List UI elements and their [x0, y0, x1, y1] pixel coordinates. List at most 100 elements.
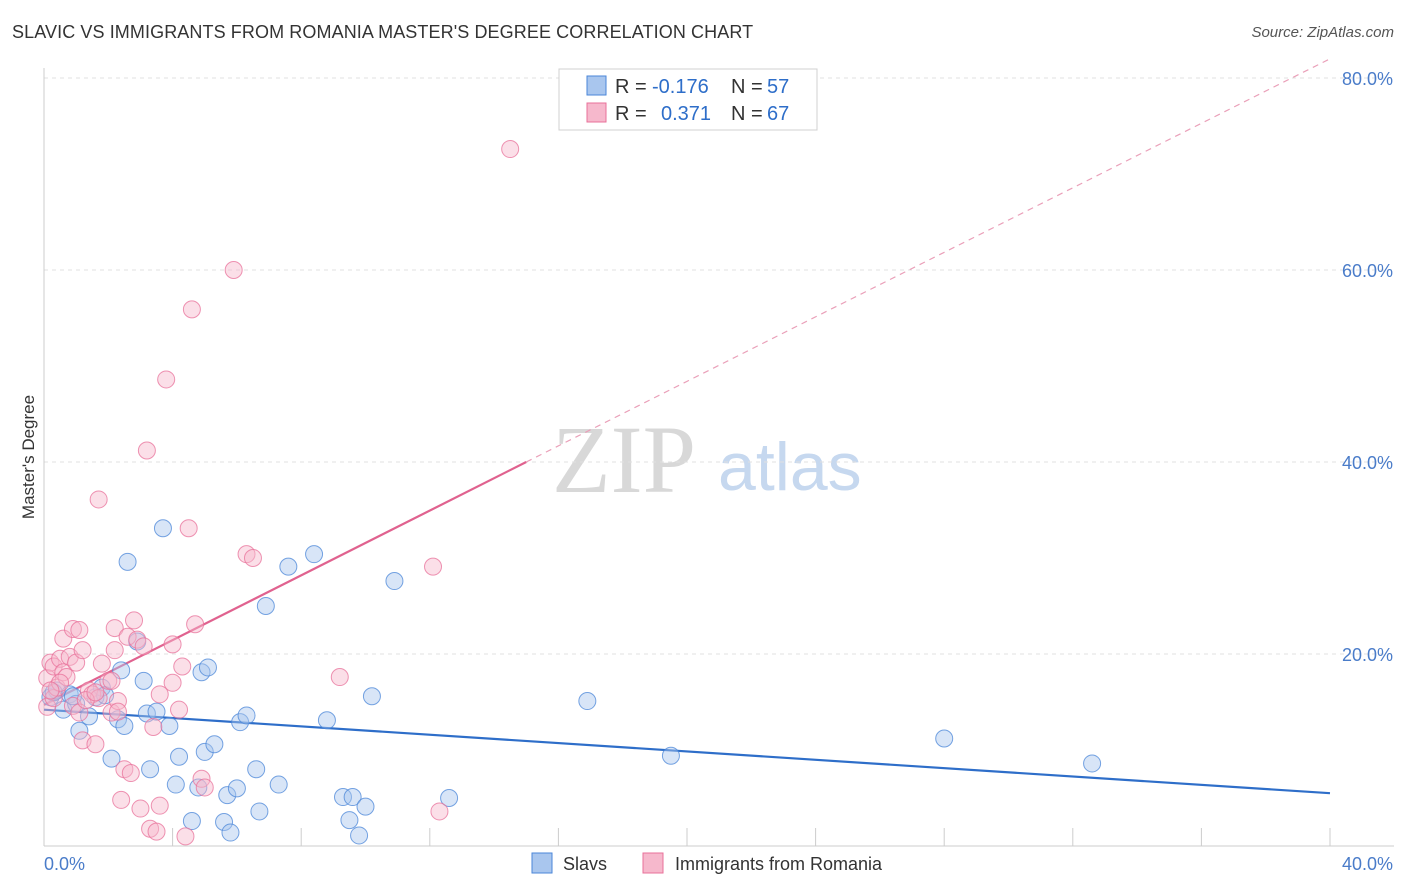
- gridlines: [44, 77, 1394, 655]
- point-romania: [182, 300, 201, 319]
- point-slavs: [250, 802, 269, 821]
- source-credit: Source: ZipAtlas.com: [1251, 24, 1394, 41]
- point-romania: [92, 654, 111, 673]
- point-slavs: [935, 729, 954, 748]
- stats-legend: R = -0.176 N = 57 R = 0.371 N = 67: [558, 68, 818, 131]
- point-romania: [137, 441, 156, 460]
- point-romania: [150, 796, 169, 815]
- trend-lines: [43, 58, 1331, 795]
- chart-title: SLAVIC VS IMMIGRANTS FROM ROMANIA MASTER…: [12, 22, 754, 42]
- trend-line-slavs: [43, 708, 1331, 795]
- point-romania: [51, 673, 70, 692]
- point-romania: [121, 764, 140, 783]
- point-romania: [105, 641, 124, 660]
- point-slavs: [269, 775, 288, 794]
- legend-r-label-slavs: R =: [615, 76, 647, 98]
- x-axis-minor-ticks: [172, 828, 1331, 846]
- x-tick-label: 0.0%: [44, 854, 85, 874]
- point-romania: [44, 657, 63, 676]
- point-romania: [243, 549, 262, 567]
- point-slavs: [215, 813, 234, 831]
- point-romania: [128, 630, 147, 649]
- point-romania: [170, 700, 189, 719]
- point-romania: [186, 615, 205, 634]
- point-romania: [163, 673, 182, 692]
- point-slavs: [218, 786, 237, 805]
- legend-swatch-romania: [586, 102, 607, 123]
- point-slavs: [350, 826, 369, 845]
- point-slavs: [340, 811, 359, 830]
- point-romania: [163, 635, 182, 654]
- legend-r-label-romania: R =: [615, 103, 647, 125]
- point-slavs: [182, 812, 201, 831]
- point-slavs: [198, 658, 217, 677]
- point-slavs: [205, 735, 224, 754]
- point-romania: [330, 668, 349, 687]
- point-romania: [134, 637, 153, 656]
- point-romania: [54, 663, 73, 682]
- point-slavs: [134, 671, 153, 690]
- x-tick-label: 40.0%: [1342, 854, 1393, 874]
- y-tick-label: 20.0%: [1342, 645, 1393, 665]
- data-points: [38, 140, 1102, 846]
- point-slavs: [160, 717, 179, 735]
- trend-line-romania: [43, 461, 527, 706]
- point-romania: [108, 692, 127, 711]
- point-slavs: [247, 760, 266, 779]
- point-romania: [86, 683, 105, 702]
- point-romania: [131, 799, 150, 818]
- point-romania: [424, 557, 443, 576]
- series-legend-swatch-slavs: [531, 852, 553, 874]
- point-romania: [73, 641, 92, 660]
- point-slavs: [578, 692, 597, 711]
- point-slavs: [195, 742, 214, 761]
- point-romania: [179, 519, 198, 538]
- point-romania: [105, 619, 124, 638]
- point-slavs: [141, 760, 160, 779]
- point-romania: [112, 790, 131, 809]
- point-romania: [147, 822, 166, 841]
- trend-line-romania-extension: [525, 58, 1331, 463]
- point-romania: [125, 611, 144, 630]
- point-romania: [224, 261, 243, 279]
- point-romania: [430, 802, 449, 821]
- point-slavs: [108, 710, 127, 729]
- point-slavs: [1083, 754, 1102, 773]
- point-romania: [195, 778, 214, 797]
- point-slavs: [333, 788, 352, 807]
- legend-swatch-slavs: [586, 75, 607, 96]
- point-romania: [108, 702, 127, 721]
- point-romania: [157, 370, 176, 389]
- point-romania: [70, 621, 89, 639]
- series-legend-swatch-romania: [642, 852, 664, 874]
- point-slavs: [317, 711, 336, 730]
- point-slavs: [385, 572, 404, 591]
- point-slavs: [661, 746, 680, 765]
- point-romania: [41, 681, 60, 700]
- point-romania: [102, 671, 121, 690]
- point-romania: [144, 717, 163, 736]
- point-romania: [54, 629, 73, 648]
- point-romania: [173, 657, 192, 676]
- legend-r-value-slavs: -0.176: [652, 76, 709, 98]
- point-slavs: [70, 721, 89, 740]
- point-slavs: [362, 687, 381, 706]
- legend-n-label-slavs: N =: [731, 76, 763, 98]
- y-tick-label: 40.0%: [1342, 453, 1393, 473]
- series-legend-label-slavs: Slavs: [563, 854, 607, 874]
- legend-r-value-romania: 0.371: [661, 103, 711, 125]
- series-legend-label-romania: Immigrants from Romania: [675, 854, 883, 874]
- y-tick-label: 60.0%: [1342, 261, 1393, 281]
- point-romania: [86, 735, 105, 754]
- point-romania: [63, 620, 82, 639]
- point-slavs: [231, 713, 250, 732]
- series-legend: Slavs Immigrants from Romania: [531, 852, 883, 874]
- y-axis-title: Master's Degree: [19, 395, 38, 519]
- axis-tick-labels: 20.0% 40.0% 60.0% 80.0% 0.0% 40.0%: [44, 69, 1393, 874]
- point-slavs: [256, 597, 275, 615]
- point-romania: [150, 685, 169, 704]
- point-romania: [176, 827, 195, 846]
- point-slavs: [343, 788, 362, 807]
- point-romania: [76, 691, 95, 710]
- point-slavs: [102, 749, 121, 768]
